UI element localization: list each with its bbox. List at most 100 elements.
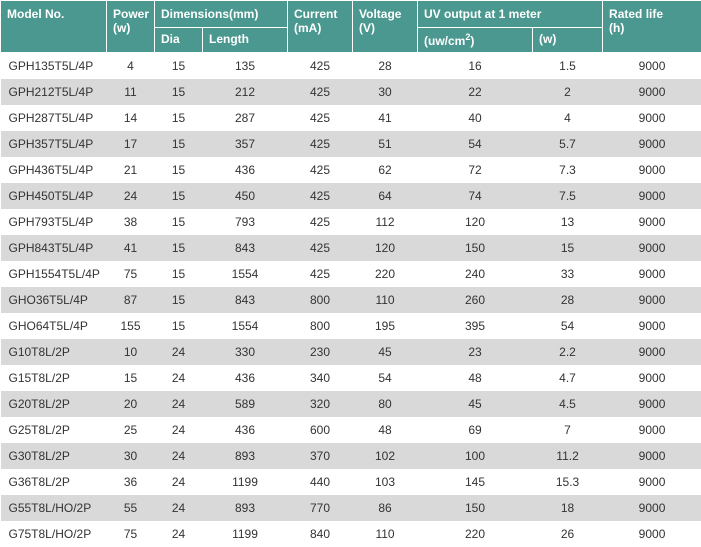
cell-power: 75	[107, 521, 155, 547]
cell-length: 1199	[203, 521, 288, 547]
header-uvcm-post: )	[470, 34, 474, 48]
cell-uvcm: 22	[418, 79, 533, 105]
cell-current: 425	[288, 79, 353, 105]
cell-rated: 9000	[603, 365, 701, 391]
cell-length: 1554	[203, 261, 288, 287]
table-row: GPH436T5L/4P211543642562727.39000	[1, 157, 701, 183]
cell-voltage: 48	[353, 417, 418, 443]
cell-length: 135	[203, 53, 288, 80]
header-voltage-unit: (V)	[359, 21, 375, 35]
cell-length: 893	[203, 443, 288, 469]
cell-power: 41	[107, 235, 155, 261]
cell-model: GPH1554T5L/4P	[1, 261, 107, 287]
cell-length: 212	[203, 79, 288, 105]
cell-voltage: 112	[353, 209, 418, 235]
cell-uvcm: 260	[418, 287, 533, 313]
cell-current: 840	[288, 521, 353, 547]
cell-uvcm: 74	[418, 183, 533, 209]
cell-power: 20	[107, 391, 155, 417]
cell-uvw: 15.3	[533, 469, 603, 495]
cell-voltage: 28	[353, 53, 418, 80]
cell-current: 425	[288, 105, 353, 131]
cell-model: GPH450T5L/4P	[1, 183, 107, 209]
cell-uvw: 54	[533, 313, 603, 339]
cell-model: GPH212T5L/4P	[1, 79, 107, 105]
header-uv-label: UV output at 1 meter	[424, 7, 541, 21]
cell-rated: 9000	[603, 339, 701, 365]
cell-current: 425	[288, 53, 353, 80]
table-row: GHO36T5L/4P8715843800110260289000	[1, 287, 701, 313]
cell-rated: 9000	[603, 53, 701, 80]
cell-length: 1554	[203, 313, 288, 339]
cell-length: 287	[203, 105, 288, 131]
cell-uvcm: 16	[418, 53, 533, 80]
header-model: Model No.	[1, 1, 107, 53]
cell-uvcm: 48	[418, 365, 533, 391]
table-row: G55T8L/HO/2P552489377086150189000	[1, 495, 701, 521]
cell-uvcm: 240	[418, 261, 533, 287]
cell-length: 843	[203, 287, 288, 313]
cell-rated: 9000	[603, 287, 701, 313]
table-row: GPH793T5L/4P3815793425112120139000	[1, 209, 701, 235]
cell-voltage: 64	[353, 183, 418, 209]
cell-model: G30T8L/2P	[1, 443, 107, 469]
cell-power: 17	[107, 131, 155, 157]
header-rated-unit: (h)	[609, 21, 624, 35]
cell-rated: 9000	[603, 417, 701, 443]
cell-rated: 9000	[603, 79, 701, 105]
cell-uvw: 4.5	[533, 391, 603, 417]
table-body: GPH135T5L/4P41513542528161.59000GPH212T5…	[1, 53, 701, 547]
cell-uvw: 28	[533, 287, 603, 313]
cell-current: 425	[288, 235, 353, 261]
cell-dia: 15	[155, 261, 203, 287]
cell-rated: 9000	[603, 131, 701, 157]
cell-voltage: 80	[353, 391, 418, 417]
cell-uvw: 13	[533, 209, 603, 235]
header-current-label: Current	[294, 7, 337, 21]
cell-model: G55T8L/HO/2P	[1, 495, 107, 521]
cell-power: 38	[107, 209, 155, 235]
cell-dia: 24	[155, 365, 203, 391]
header-voltage: Voltage (V)	[353, 1, 418, 53]
table-row: G36T8L/2P3624119944010314515.39000	[1, 469, 701, 495]
table-row: GPH287T5L/4P1415287425414049000	[1, 105, 701, 131]
cell-uvcm: 150	[418, 235, 533, 261]
cell-dia: 15	[155, 313, 203, 339]
cell-uvw: 7.3	[533, 157, 603, 183]
cell-current: 600	[288, 417, 353, 443]
cell-voltage: 102	[353, 443, 418, 469]
cell-power: 24	[107, 183, 155, 209]
cell-rated: 9000	[603, 261, 701, 287]
cell-current: 425	[288, 261, 353, 287]
cell-model: GPH436T5L/4P	[1, 157, 107, 183]
header-length-label: Length	[209, 32, 249, 46]
cell-power: 87	[107, 287, 155, 313]
header-power-unit: (w)	[113, 21, 130, 35]
cell-length: 843	[203, 235, 288, 261]
cell-model: GPH135T5L/4P	[1, 53, 107, 80]
cell-uvw: 2.2	[533, 339, 603, 365]
cell-voltage: 54	[353, 365, 418, 391]
cell-dia: 15	[155, 53, 203, 80]
cell-length: 793	[203, 209, 288, 235]
cell-uvcm: 40	[418, 105, 533, 131]
cell-dia: 15	[155, 287, 203, 313]
cell-power: 14	[107, 105, 155, 131]
cell-current: 800	[288, 287, 353, 313]
cell-rated: 9000	[603, 105, 701, 131]
header-dimensions-label: Dimensions(mm)	[161, 7, 258, 21]
cell-power: 11	[107, 79, 155, 105]
cell-uvcm: 120	[418, 209, 533, 235]
cell-voltage: 110	[353, 287, 418, 313]
cell-uvw: 18	[533, 495, 603, 521]
cell-voltage: 110	[353, 521, 418, 547]
cell-uvw: 7	[533, 417, 603, 443]
cell-current: 425	[288, 209, 353, 235]
header-current: Current (mA)	[288, 1, 353, 53]
cell-model: G25T8L/2P	[1, 417, 107, 443]
cell-uvw: 11.2	[533, 443, 603, 469]
header-rated: Rated life (h)	[603, 1, 701, 53]
cell-uvw: 4.7	[533, 365, 603, 391]
cell-voltage: 51	[353, 131, 418, 157]
cell-dia: 24	[155, 521, 203, 547]
